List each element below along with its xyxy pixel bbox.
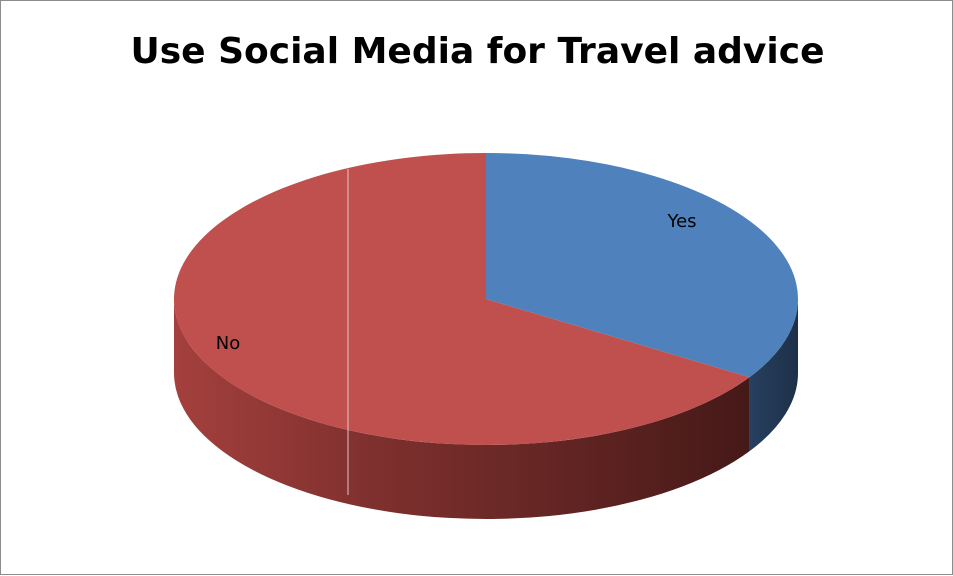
data-label-no: No bbox=[216, 333, 240, 354]
pie-side-no bbox=[174, 299, 750, 519]
pie-slice-yes bbox=[486, 153, 798, 378]
pie-slice-no bbox=[173, 153, 750, 445]
pie-side-yes bbox=[749, 299, 798, 452]
data-label-yes: Yes bbox=[666, 211, 696, 232]
chart-title: Use Social Media for Travel advice bbox=[130, 31, 825, 72]
